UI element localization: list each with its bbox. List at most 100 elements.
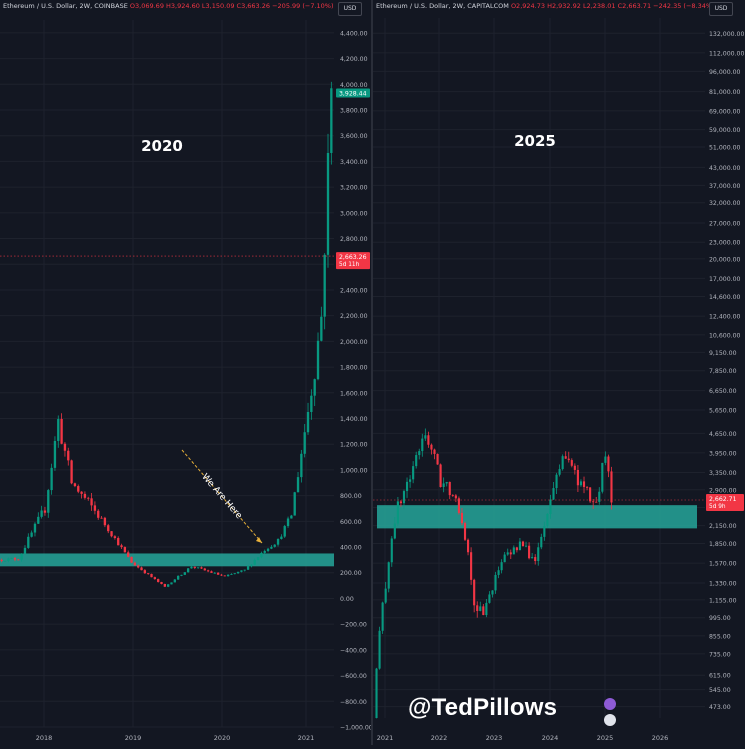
right-y-tick-label: 545.00 bbox=[709, 687, 731, 694]
left-y-tick-label: 200.00 bbox=[340, 570, 362, 577]
right-ohlc-values: O2,924.73 H2,932.92 L2,238.01 C2,663.71 … bbox=[510, 2, 715, 10]
left-candlestick-chart[interactable]: −1,000.00 −800.00 −600.00 −400.00 −200.00 0.0… bbox=[0, 0, 373, 745]
flag-icon[interactable] bbox=[604, 714, 616, 726]
left-candle-body bbox=[223, 575, 226, 577]
right-y-tick-label: 1,850.00 bbox=[709, 541, 737, 548]
left-candle-body bbox=[127, 552, 130, 557]
left-candle-body bbox=[47, 490, 50, 513]
left-candle-body bbox=[273, 544, 276, 547]
left-candle-body bbox=[176, 575, 180, 580]
left-candle-body bbox=[113, 536, 117, 539]
left-x-tick-label: 2021 bbox=[298, 734, 315, 742]
left-ohlc-values: O3,069.69 H3,924.60 L3,150.09 C3,663.26 … bbox=[129, 2, 334, 10]
left-candle-body bbox=[23, 547, 27, 554]
left-candle-body bbox=[117, 538, 120, 546]
right-candle-body bbox=[592, 501, 595, 503]
right-candle-body bbox=[561, 456, 564, 470]
left-y-tick-label: 2,000.00 bbox=[340, 339, 368, 346]
right-y-tick-label: 6,650.00 bbox=[709, 388, 737, 395]
right-candle-body bbox=[482, 606, 485, 616]
left-candle-body bbox=[10, 558, 13, 559]
right-y-tick-label: 615.00 bbox=[709, 673, 731, 680]
annotation-arrow-line bbox=[181, 449, 263, 544]
watermark-handle: @TedPillows bbox=[408, 694, 558, 721]
left-candle-body bbox=[283, 526, 286, 537]
right-y-tick-label: 59,000.00 bbox=[709, 127, 741, 134]
left-candle-body bbox=[130, 556, 133, 563]
left-candle-body bbox=[140, 567, 143, 571]
left-candle-body bbox=[63, 443, 67, 451]
right-candle-body bbox=[585, 486, 589, 488]
left-last-value-tag-bg bbox=[336, 88, 370, 98]
right-candle-body bbox=[460, 512, 464, 524]
left-candle-body bbox=[183, 572, 186, 575]
left-candle-body bbox=[316, 340, 320, 380]
left-candle-body bbox=[53, 440, 57, 468]
left-chart-panel: Ethereum / U.S. Dollar, 2W, COINBASE O3,… bbox=[0, 0, 373, 745]
left-candle-body bbox=[160, 581, 163, 584]
right-candle-body bbox=[497, 570, 500, 575]
right-y-tick-label: 69,000.00 bbox=[709, 108, 741, 115]
right-y-tick-label: 995.00 bbox=[709, 615, 731, 622]
right-candle-body bbox=[546, 513, 549, 526]
left-candle-body bbox=[226, 574, 230, 577]
right-candle-body bbox=[552, 488, 555, 500]
right-y-tick-label: 10,600.00 bbox=[709, 332, 741, 339]
right-y-tick-label: 37,000.00 bbox=[709, 183, 741, 190]
left-candle-body bbox=[87, 497, 90, 499]
right-candle-body bbox=[610, 471, 613, 503]
right-candle-body bbox=[430, 444, 433, 450]
right-y-tick-label: 43,000.00 bbox=[709, 165, 741, 172]
left-candle-body bbox=[107, 525, 110, 532]
alert-icon[interactable] bbox=[604, 698, 616, 710]
right-candle-body bbox=[399, 501, 403, 504]
left-candle-body bbox=[173, 579, 176, 583]
right-candle-body bbox=[378, 630, 381, 669]
right-currency-button[interactable]: USD bbox=[709, 2, 733, 16]
right-candle-body bbox=[488, 594, 491, 603]
right-x-tick-label: 2025 bbox=[597, 734, 614, 742]
left-candle-body bbox=[83, 493, 87, 498]
left-candle-body bbox=[196, 567, 200, 569]
left-candle-body bbox=[67, 450, 70, 461]
left-candle-body bbox=[0, 559, 3, 561]
left-currency-button[interactable]: USD bbox=[338, 2, 362, 16]
right-y-tick-label: 23,000.00 bbox=[709, 240, 741, 247]
right-year-label: 2025 bbox=[514, 132, 556, 150]
right-candle-body bbox=[579, 481, 583, 486]
left-y-tick-label: −200.00 bbox=[340, 622, 367, 629]
right-x-tick-label: 2022 bbox=[431, 734, 448, 742]
right-y-tick-label: 132,000.00 bbox=[709, 31, 744, 38]
right-y-tick-label: 17,000.00 bbox=[709, 276, 741, 283]
right-candle-body bbox=[390, 538, 393, 563]
right-candle-body bbox=[506, 552, 509, 555]
left-candle-body bbox=[90, 498, 93, 506]
left-candle-body bbox=[80, 491, 83, 494]
left-candle-body bbox=[143, 570, 147, 574]
left-candle-body bbox=[180, 574, 183, 576]
right-candle-body bbox=[381, 602, 384, 631]
left-candle-body bbox=[296, 477, 300, 493]
right-candle-body bbox=[534, 557, 537, 562]
right-support-zone bbox=[377, 505, 697, 529]
left-y-tick-label: 800.00 bbox=[340, 493, 362, 500]
left-candle-body bbox=[270, 546, 273, 549]
left-candle-body bbox=[246, 566, 250, 570]
right-candle-body bbox=[567, 458, 570, 461]
right-candle-body bbox=[427, 435, 430, 445]
right-price-tag-value: 2,662.71 bbox=[709, 496, 737, 503]
right-candle-body bbox=[601, 462, 604, 492]
left-x-tick-label: 2018 bbox=[36, 734, 53, 742]
right-candle-body bbox=[573, 465, 576, 470]
right-candle-body bbox=[528, 545, 531, 559]
right-y-tick-label: 2,900.00 bbox=[709, 487, 737, 494]
left-candle-body bbox=[330, 88, 333, 153]
right-candle-body bbox=[433, 449, 436, 454]
right-y-tick-label: 855.00 bbox=[709, 633, 731, 640]
left-candle-body bbox=[93, 505, 97, 511]
right-candlestick-chart[interactable]: 473.00 545.00 615.00 735.00 855.00 995.00 1,15… bbox=[373, 0, 745, 745]
left-candle-body bbox=[110, 531, 113, 537]
left-candle-body bbox=[250, 564, 253, 567]
right-candle-body bbox=[457, 498, 460, 513]
left-candle-body bbox=[280, 536, 283, 540]
